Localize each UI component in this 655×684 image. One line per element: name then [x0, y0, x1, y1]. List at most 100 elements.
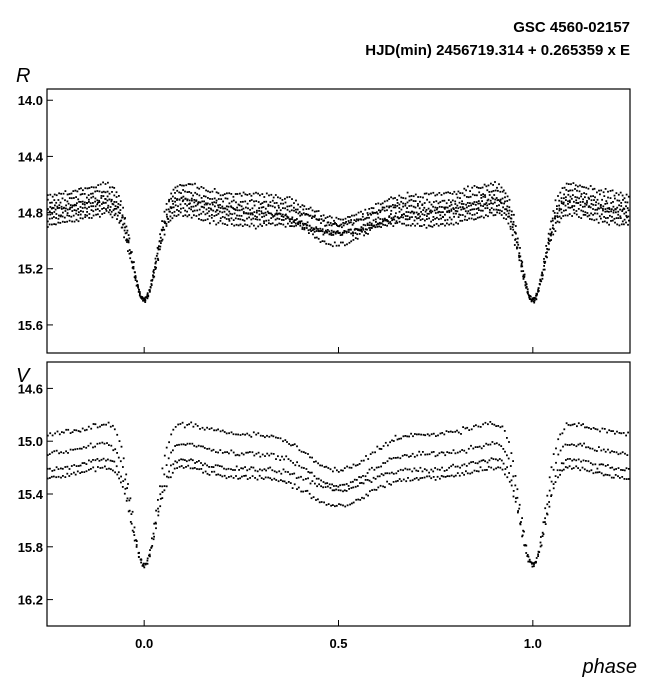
v-data-point	[206, 426, 208, 429]
r-data-point	[67, 202, 70, 205]
v-data-point	[227, 467, 230, 470]
r-data-point	[198, 213, 200, 216]
r-data-point	[372, 219, 375, 222]
r-data-point	[224, 207, 227, 210]
v-data-point	[622, 432, 625, 434]
r-data-point	[438, 192, 441, 194]
r-data-point	[127, 250, 129, 252]
r-data-point	[575, 213, 578, 216]
chart-title: GSC 4560-02157	[513, 19, 630, 36]
v-data-point	[517, 511, 519, 514]
v-data-point	[232, 451, 235, 454]
r-data-point	[315, 227, 318, 230]
r-data-point	[487, 215, 489, 218]
r-data-point	[282, 216, 285, 218]
v-data-point	[417, 470, 420, 472]
v-data-point	[155, 522, 157, 525]
r-data-point	[251, 213, 254, 216]
r-data-point	[366, 216, 368, 219]
v-data-point	[348, 488, 350, 490]
v-data-point	[554, 481, 557, 483]
v-data-point	[473, 425, 475, 428]
r-data-point	[509, 217, 512, 220]
r-data-point	[182, 199, 185, 202]
v-data-point	[579, 442, 582, 445]
v-data-point	[310, 471, 313, 474]
r-data-point	[612, 201, 614, 203]
v-data-point	[391, 439, 393, 442]
r-data-point	[282, 223, 285, 226]
r-data-point	[396, 216, 399, 218]
r-data-point	[608, 210, 610, 213]
r-data-point	[575, 202, 578, 204]
r-data-point	[155, 266, 157, 269]
v-data-point	[177, 423, 180, 426]
r-data-point	[423, 206, 426, 209]
v-data-point	[199, 428, 201, 430]
v-data-point	[103, 442, 106, 445]
r-data-point	[90, 205, 93, 208]
v-data-point	[149, 549, 151, 551]
v-data-point	[230, 468, 232, 471]
r-data-point	[562, 215, 565, 217]
v-data-point	[313, 475, 316, 477]
r-data-point	[553, 212, 556, 214]
r-data-point	[247, 212, 250, 215]
r-data-point	[417, 203, 419, 205]
r-data-point	[140, 296, 143, 299]
r-data-point	[273, 214, 276, 217]
v-data-point	[540, 536, 542, 538]
v-data-point	[487, 465, 490, 468]
r-data-point	[221, 222, 224, 225]
r-data-point	[492, 197, 494, 200]
r-data-point	[607, 217, 609, 219]
r-data-point	[172, 195, 174, 198]
v-data-point	[607, 464, 609, 466]
v-data-point	[247, 451, 249, 454]
r-data-point	[424, 219, 426, 222]
v-data-point	[331, 483, 333, 486]
r-data-point	[176, 185, 179, 188]
r-data-point	[302, 212, 305, 215]
r-data-point	[264, 211, 267, 214]
v-data-point	[163, 473, 166, 476]
v-data-point	[252, 431, 255, 434]
r-data-point	[120, 226, 123, 229]
r-data-point	[265, 219, 268, 222]
r-data-point	[269, 223, 272, 225]
v-data-point	[426, 433, 429, 436]
r-data-point	[53, 199, 56, 201]
v-data-point	[617, 453, 620, 456]
r-data-point	[434, 217, 436, 220]
v-data-point	[48, 453, 51, 455]
r-data-point	[196, 186, 199, 189]
r-data-point	[168, 198, 170, 201]
r-data-point	[591, 188, 594, 191]
v-data-point	[504, 450, 506, 453]
r-data-point	[582, 213, 585, 216]
v-data-point	[382, 462, 385, 464]
v-data-point	[529, 560, 532, 563]
v-data-point	[397, 470, 400, 472]
r-data-point	[115, 201, 118, 203]
r-data-point	[602, 209, 604, 212]
v-data-point	[210, 427, 213, 430]
v-data-point	[244, 466, 246, 468]
r-data-point	[588, 205, 591, 208]
r-data-point	[150, 284, 153, 286]
r-data-point	[500, 202, 503, 205]
r-data-point	[223, 193, 226, 195]
r-data-point	[186, 204, 188, 207]
r-data-point	[306, 221, 309, 224]
chart-subtitle: HJD(min) 2456719.314 + 0.265359 x E	[365, 42, 630, 59]
r-data-point	[161, 229, 163, 232]
v-data-point	[85, 470, 88, 473]
v-data-point	[107, 421, 110, 424]
r-data-point	[280, 202, 282, 205]
r-data-point	[509, 225, 512, 228]
r-data-point	[459, 206, 462, 208]
v-data-point	[443, 433, 446, 436]
v-data-point	[434, 455, 437, 458]
v-data-point	[350, 487, 353, 489]
r-data-point	[574, 184, 577, 187]
